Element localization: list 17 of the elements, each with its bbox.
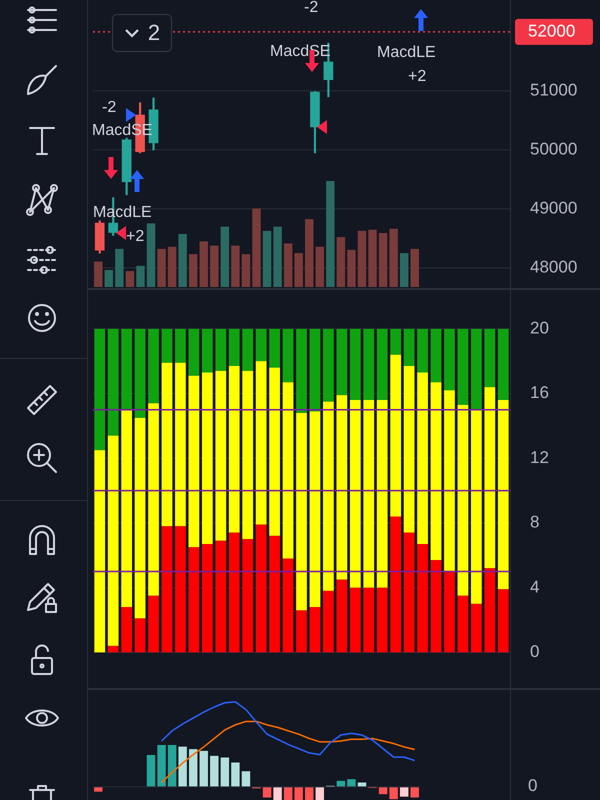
ref-line-label: 52000 [528,22,576,41]
y-tick-label: 51000 [530,80,578,100]
y-tick-label: 12 [530,448,549,467]
annotation: MacdLE [377,43,436,63]
y-tick-label: 4 [530,577,540,596]
y-tick-label: 48000 [530,258,578,277]
y-tick-label: 16 [530,383,549,402]
annotation: -2 [102,98,116,118]
annotation: +2 [126,227,144,247]
y-tick-label: 20 [530,318,549,338]
y-tick-label: 0 [530,642,540,662]
annotation: -2 [304,0,318,18]
annotation: +2 [408,67,426,87]
y-tick-label: 8 [530,512,540,532]
annotation: 2 [148,20,160,46]
y-tick-label: 50000 [530,140,578,159]
y-tick-label: 49000 [530,198,578,218]
